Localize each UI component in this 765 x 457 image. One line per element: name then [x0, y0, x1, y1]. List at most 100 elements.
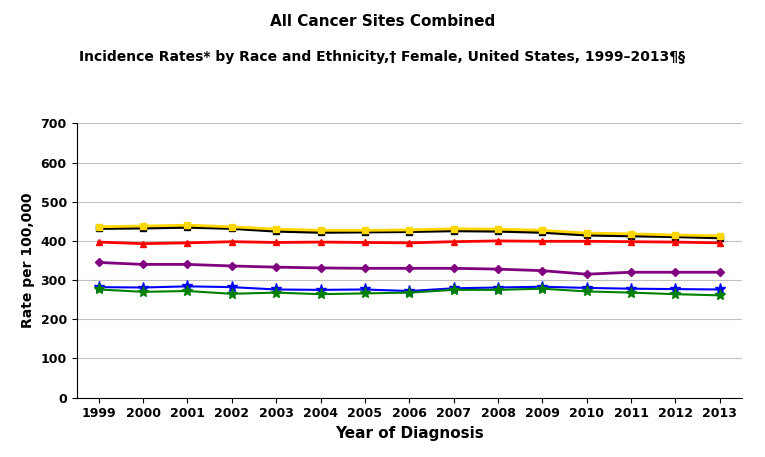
AI/AN	[316, 292, 325, 297]
A/PI	[493, 285, 503, 290]
AI/AN	[360, 291, 369, 296]
A/PI	[227, 284, 236, 290]
Text: All Cancer Sites Combined: All Cancer Sites Combined	[270, 14, 495, 29]
Hispanic	[316, 265, 325, 271]
A/PI	[582, 285, 591, 291]
AI/AN	[671, 292, 680, 297]
All Races	[316, 229, 325, 235]
A/PI	[627, 286, 636, 292]
Black	[493, 238, 503, 244]
All Races	[360, 229, 369, 234]
All Races	[671, 234, 680, 239]
A/PI	[183, 284, 192, 289]
All Races	[493, 228, 503, 234]
AI/AN	[183, 288, 192, 294]
White	[138, 223, 148, 229]
Line: AI/AN: AI/AN	[93, 283, 725, 301]
Black	[227, 239, 236, 244]
Black	[671, 239, 680, 245]
All Races	[183, 224, 192, 230]
AI/AN	[138, 289, 148, 295]
White	[582, 230, 591, 236]
Line: Hispanic: Hispanic	[96, 260, 723, 277]
White	[272, 226, 281, 232]
AI/AN	[405, 290, 414, 295]
All Races	[449, 228, 458, 234]
Hispanic	[138, 262, 148, 267]
AI/AN	[582, 289, 591, 294]
Text: Incidence Rates* by Race and Ethnicity,† Female, United States, 1999–2013¶§: Incidence Rates* by Race and Ethnicity,†…	[80, 50, 685, 64]
AI/AN	[538, 286, 547, 292]
All Races	[227, 226, 236, 231]
Hispanic	[671, 270, 680, 275]
All Races	[138, 225, 148, 231]
Hispanic	[405, 266, 414, 271]
A/PI	[272, 287, 281, 292]
Black	[138, 241, 148, 246]
Hispanic	[582, 271, 591, 277]
Line: All Races: All Races	[95, 224, 724, 241]
White	[715, 233, 724, 239]
Y-axis label: Rate per 100,000: Rate per 100,000	[21, 193, 35, 328]
Line: Black: Black	[95, 238, 724, 247]
Hispanic	[94, 260, 103, 265]
White	[449, 226, 458, 232]
White	[671, 232, 680, 238]
AI/AN	[272, 290, 281, 295]
All Races	[715, 235, 724, 240]
Black	[272, 240, 281, 245]
Black	[627, 239, 636, 244]
AI/AN	[449, 287, 458, 292]
Black	[715, 240, 724, 245]
White	[183, 223, 192, 228]
All Races	[582, 232, 591, 238]
White	[405, 227, 414, 233]
Hispanic	[360, 266, 369, 271]
AI/AN	[627, 290, 636, 295]
All Races	[94, 226, 103, 231]
White	[316, 228, 325, 233]
Black	[449, 239, 458, 244]
Hispanic	[449, 266, 458, 271]
Black	[316, 239, 325, 245]
Hispanic	[715, 270, 724, 275]
Hispanic	[183, 262, 192, 267]
Line: White: White	[95, 222, 724, 239]
Black	[94, 239, 103, 245]
X-axis label: Year of Diagnosis: Year of Diagnosis	[335, 426, 483, 441]
White	[360, 228, 369, 233]
Black	[538, 239, 547, 244]
Hispanic	[538, 268, 547, 273]
AI/AN	[715, 292, 724, 298]
A/PI	[316, 287, 325, 292]
Hispanic	[493, 266, 503, 272]
A/PI	[715, 287, 724, 292]
Black	[582, 239, 591, 244]
Hispanic	[627, 270, 636, 275]
Hispanic	[272, 265, 281, 270]
Hispanic	[227, 263, 236, 269]
White	[627, 231, 636, 237]
White	[227, 224, 236, 229]
White	[94, 224, 103, 229]
All Races	[627, 233, 636, 239]
All Races	[538, 229, 547, 235]
A/PI	[449, 286, 458, 291]
A/PI	[138, 285, 148, 290]
All Races	[272, 228, 281, 234]
Black	[183, 240, 192, 245]
All Races	[405, 229, 414, 234]
AI/AN	[94, 287, 103, 292]
A/PI	[360, 287, 369, 292]
A/PI	[94, 284, 103, 290]
AI/AN	[227, 291, 236, 297]
A/PI	[671, 287, 680, 292]
Black	[405, 240, 414, 245]
AI/AN	[493, 287, 503, 292]
White	[493, 226, 503, 232]
White	[538, 228, 547, 233]
Line: A/PI: A/PI	[93, 281, 725, 297]
Black	[360, 240, 369, 245]
A/PI	[405, 288, 414, 294]
A/PI	[538, 284, 547, 289]
